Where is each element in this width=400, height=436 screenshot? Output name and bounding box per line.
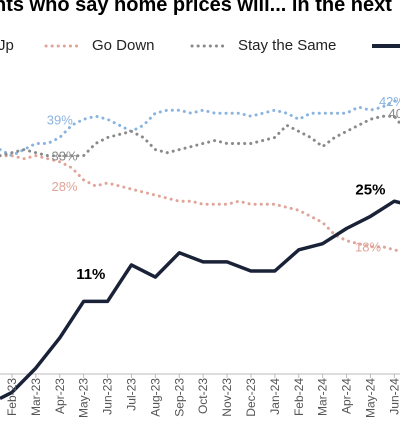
legend-swatch-go-down [44,44,84,48]
x-tick-label: Apr-24 [340,378,354,414]
data-label: 28% [52,179,78,194]
series-line-stay-same [0,114,400,158]
x-tick-label: Jun-24 [387,378,400,415]
series-line-go-up [0,98,400,158]
data-label: 25% [355,181,385,198]
data-label: 33% [52,149,78,164]
legend-label-go-down: Go Down [92,37,155,54]
series-line-go-down [0,154,400,253]
x-tick-label: Feb-24 [292,378,306,416]
x-tick-label: Aug-23 [148,378,162,417]
x-tick-label: Nov-23 [220,378,234,417]
x-tick-label: May-23 [77,378,91,418]
legend-label-stay-same: Stay the Same [238,37,337,54]
data-label: 11% [76,266,105,283]
data-label: 39% [47,112,73,127]
x-tick-label: Sep-23 [172,378,186,417]
x-tick-label: Feb-23 [5,378,19,416]
legend-label-go-up: Jp [0,37,14,54]
legend: Jp Go Down Stay the Same [0,34,400,58]
x-tick-label: May-24 [363,378,377,418]
data-label: 42% [379,94,400,109]
series-line-net [0,199,400,401]
data-label: 40% [389,106,400,121]
x-tick-label: Dec-23 [244,378,258,417]
legend-swatch-net [372,44,400,48]
chart-title: nts who say home prices will... in the n… [0,0,392,16]
x-tick-label: Oct-23 [196,378,210,414]
data-label: 18% [355,240,381,255]
x-tick-label: Jan-24 [268,378,282,415]
legend-swatch-stay-same [190,44,230,48]
x-tick-label: Mar-23 [29,378,43,416]
x-tick-label: Jul-23 [124,378,138,411]
x-tick-label: Jun-23 [101,378,115,415]
x-tick-label: Mar-24 [316,378,330,416]
x-tick-label: Apr-23 [53,378,67,414]
